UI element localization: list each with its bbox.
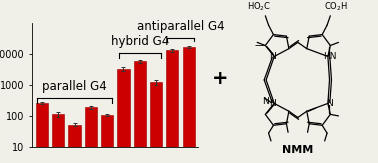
Bar xyxy=(166,50,178,163)
Text: antiparallel G4: antiparallel G4 xyxy=(137,20,224,33)
Text: hybrid G4: hybrid G4 xyxy=(111,35,169,48)
Bar xyxy=(101,115,113,163)
Text: parallel G4: parallel G4 xyxy=(42,80,107,93)
Text: N: N xyxy=(269,99,276,108)
Bar xyxy=(36,103,48,163)
Bar xyxy=(150,82,162,163)
Bar xyxy=(183,47,195,163)
Text: N: N xyxy=(326,99,333,108)
Bar xyxy=(52,114,64,163)
Text: +: + xyxy=(212,69,229,88)
Text: CO$_2$H: CO$_2$H xyxy=(324,1,348,13)
Text: HO$_2$C: HO$_2$C xyxy=(248,1,272,13)
Bar xyxy=(117,69,130,163)
Text: HN: HN xyxy=(323,52,336,61)
Bar xyxy=(85,107,97,163)
Bar xyxy=(134,61,146,163)
Text: N: N xyxy=(269,52,276,61)
Text: N: N xyxy=(262,97,269,106)
Text: —: — xyxy=(255,40,265,50)
Text: NMM: NMM xyxy=(282,145,313,155)
Bar xyxy=(68,125,81,163)
